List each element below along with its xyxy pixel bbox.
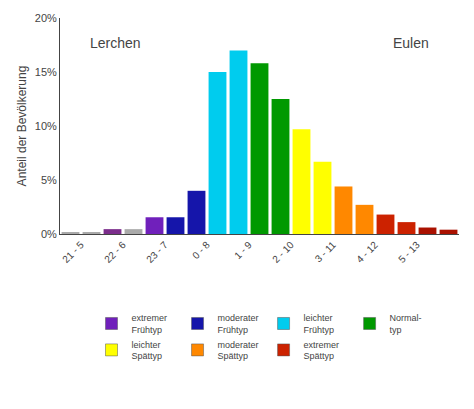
svg-text:10%: 10% [35,120,57,132]
svg-text:moderaterSpättyp: moderaterSpättyp [218,340,259,362]
svg-text:moderaterFrühtyp: moderaterFrühtyp [218,313,259,335]
svg-text:1 - 9: 1 - 9 [232,239,254,261]
svg-text:23 - 7: 23 - 7 [144,239,170,265]
svg-text:4 - 12: 4 - 12 [354,239,380,265]
svg-text:22 - 6: 22 - 6 [102,239,128,265]
svg-text:extremerSpättyp: extremerSpättyp [304,340,340,362]
svg-text:0 - 8: 0 - 8 [190,239,212,261]
svg-text:2 - 10: 2 - 10 [270,239,296,265]
svg-text:0%: 0% [41,228,57,240]
svg-text:leichterFrühtyp: leichterFrühtyp [304,313,335,335]
svg-text:5%: 5% [41,174,57,186]
svg-text:3 - 11: 3 - 11 [313,239,339,265]
svg-text:Lerchen: Lerchen [90,35,141,51]
svg-text:20%: 20% [35,12,57,24]
svg-text:Eulen: Eulen [393,35,429,51]
svg-text:15%: 15% [35,66,57,78]
svg-text:Anteil der Bevölkerung: Anteil der Bevölkerung [15,66,29,187]
svg-text:extremerFrühtyp: extremerFrühtyp [132,313,168,335]
svg-text:5 - 13: 5 - 13 [396,239,422,265]
svg-text:21 - 5: 21 - 5 [60,239,86,265]
svg-text:Normal-typ: Normal-typ [390,313,422,335]
svg-text:leichterSpättyp: leichterSpättyp [132,340,163,362]
